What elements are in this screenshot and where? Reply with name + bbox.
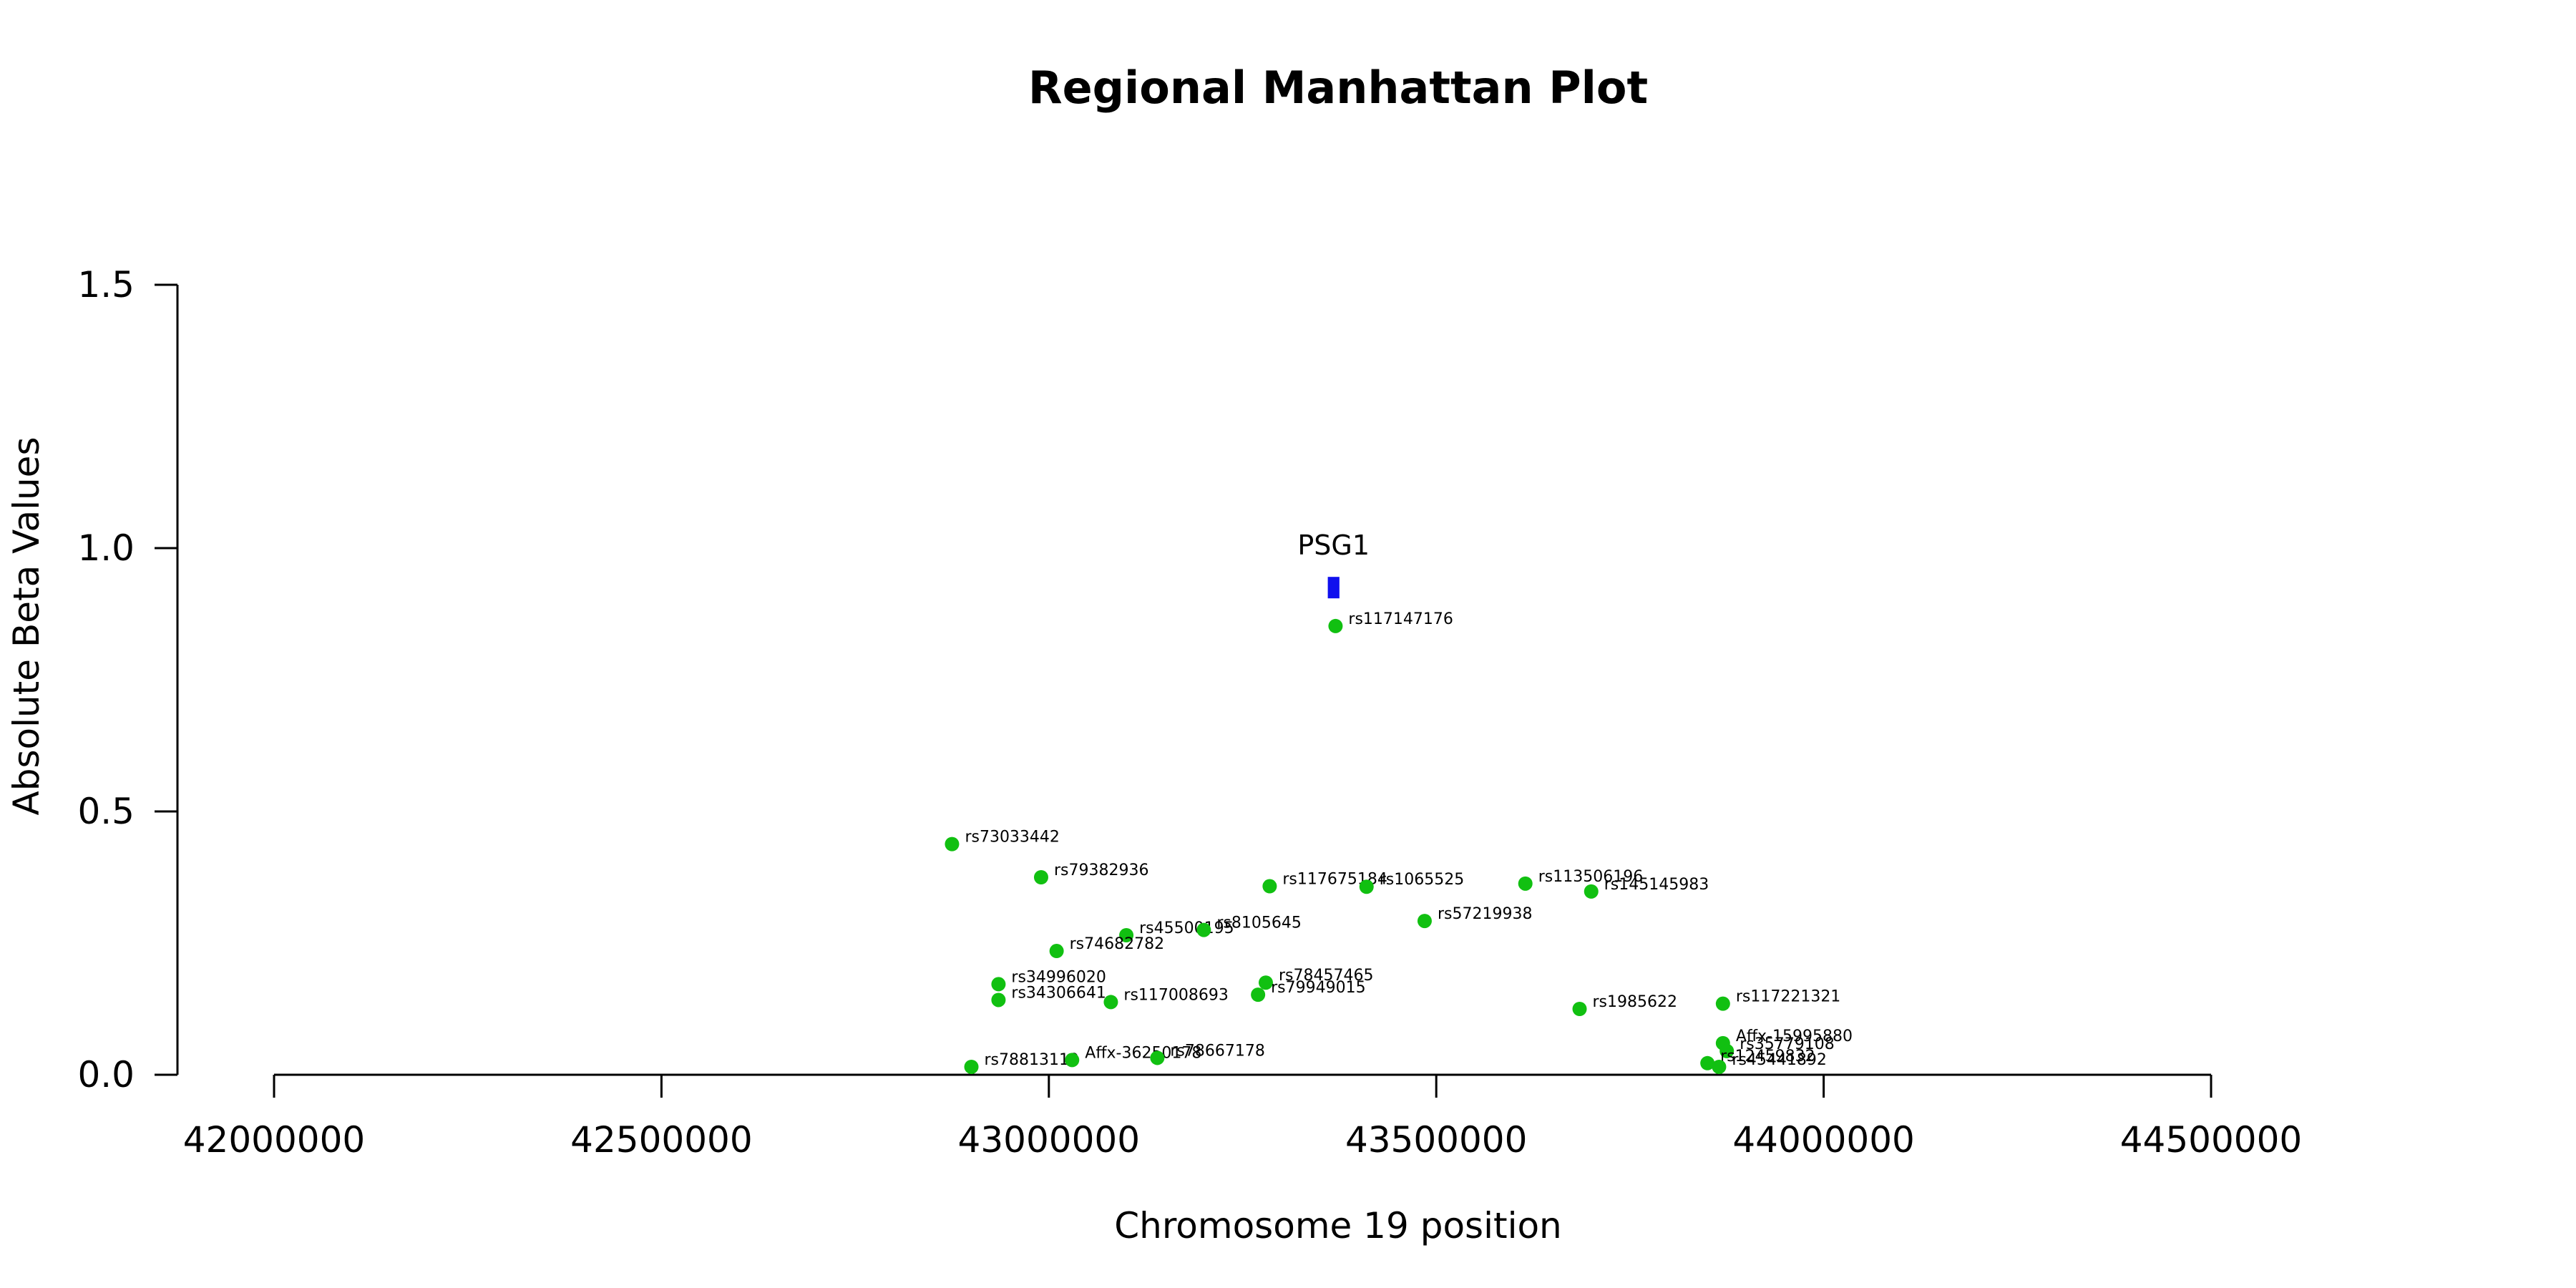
x-tick-label: 43000000	[958, 1119, 1141, 1161]
snp-point	[1417, 914, 1432, 929]
snp-point	[1572, 1002, 1587, 1016]
snp-point	[1518, 876, 1533, 891]
snp-label: rs78813119	[985, 1051, 1079, 1069]
y-tick-label: 1.5	[77, 264, 135, 306]
gene-annotations: PSG1	[1297, 530, 1370, 599]
snp-label: rs45441892	[1732, 1051, 1826, 1069]
y-tick-label: 0.0	[77, 1054, 135, 1096]
snp-label: rs34306641	[1011, 984, 1106, 1002]
snp-point	[1150, 1050, 1165, 1065]
snp-label: rs73033442	[965, 829, 1059, 847]
y-tick-label: 1.0	[77, 527, 135, 569]
x-tick-label: 44000000	[1732, 1119, 1915, 1161]
snp-label: rs117147176	[1348, 610, 1453, 628]
snp-label: Affx-36250178	[1085, 1044, 1201, 1062]
snp-point	[1715, 996, 1730, 1011]
snp-label: rs8105645	[1216, 914, 1302, 932]
x-axis-label: Chromosome 19 position	[1114, 1205, 1562, 1246]
snp-label: rs145145983	[1604, 876, 1709, 894]
snp-label: rs79949015	[1271, 979, 1365, 997]
snp-point	[1065, 1053, 1080, 1068]
snp-point	[1719, 1043, 1735, 1058]
snp-point	[1262, 879, 1277, 894]
snp-label: rs117008693	[1123, 986, 1228, 1004]
snp-label: rs12459832	[1720, 1048, 1815, 1065]
x-tick-label: 44500000	[2120, 1119, 2303, 1161]
snp-point	[964, 1059, 979, 1074]
snp-label: rs117221321	[1736, 988, 1840, 1006]
snp-label: rs1065525	[1380, 871, 1465, 889]
snp-point	[1258, 975, 1273, 990]
snp-point	[945, 836, 960, 852]
snp-label: rs45500195	[1139, 919, 1234, 937]
snp-point	[1328, 618, 1343, 633]
chart-title: Regional Manhattan Plot	[1028, 62, 1648, 114]
snp-label: rs78667178	[1170, 1042, 1264, 1060]
snp-point	[991, 992, 1006, 1008]
snp-label: rs1985622	[1593, 993, 1678, 1011]
snp-label: rs57219938	[1438, 905, 1532, 923]
y-tick-label: 0.5	[77, 791, 135, 832]
snp-point	[1584, 884, 1599, 899]
snp-label: rs74682782	[1070, 935, 1164, 953]
snp-point	[1033, 870, 1048, 884]
y-axis-label: Absolute Beta Values	[6, 437, 47, 816]
x-tick-label: 43500000	[1345, 1119, 1528, 1161]
snp-point	[1119, 927, 1134, 942]
x-tick-label: 42000000	[183, 1119, 366, 1161]
gene-label: PSG1	[1297, 530, 1370, 561]
snp-point	[1359, 879, 1374, 894]
snp-label: Affx-15995880	[1736, 1028, 1853, 1045]
axes: 0.0 0.5 1.0 1.5 42000000 42500000 43000000 4350…	[77, 264, 2302, 1161]
snp-label: rs35779108	[1740, 1035, 1834, 1053]
snp-point	[1251, 987, 1266, 1002]
snp-point	[1712, 1059, 1727, 1074]
gene-bar	[1327, 577, 1340, 599]
snp-label: rs78457465	[1279, 967, 1373, 985]
snp-label: rs79382936	[1054, 862, 1148, 879]
snp-point	[1103, 995, 1118, 1010]
snp-label: rs34996020	[1011, 968, 1106, 986]
snp-point	[1049, 944, 1064, 959]
snp-points: rs117147176rs73033442rs79382936rs1176751…	[945, 610, 1853, 1074]
snp-point	[1196, 922, 1211, 937]
snp-point	[991, 977, 1006, 992]
snp-point	[1700, 1055, 1715, 1070]
snp-label: rs113506196	[1538, 868, 1643, 886]
x-tick-label: 42500000	[570, 1119, 753, 1161]
